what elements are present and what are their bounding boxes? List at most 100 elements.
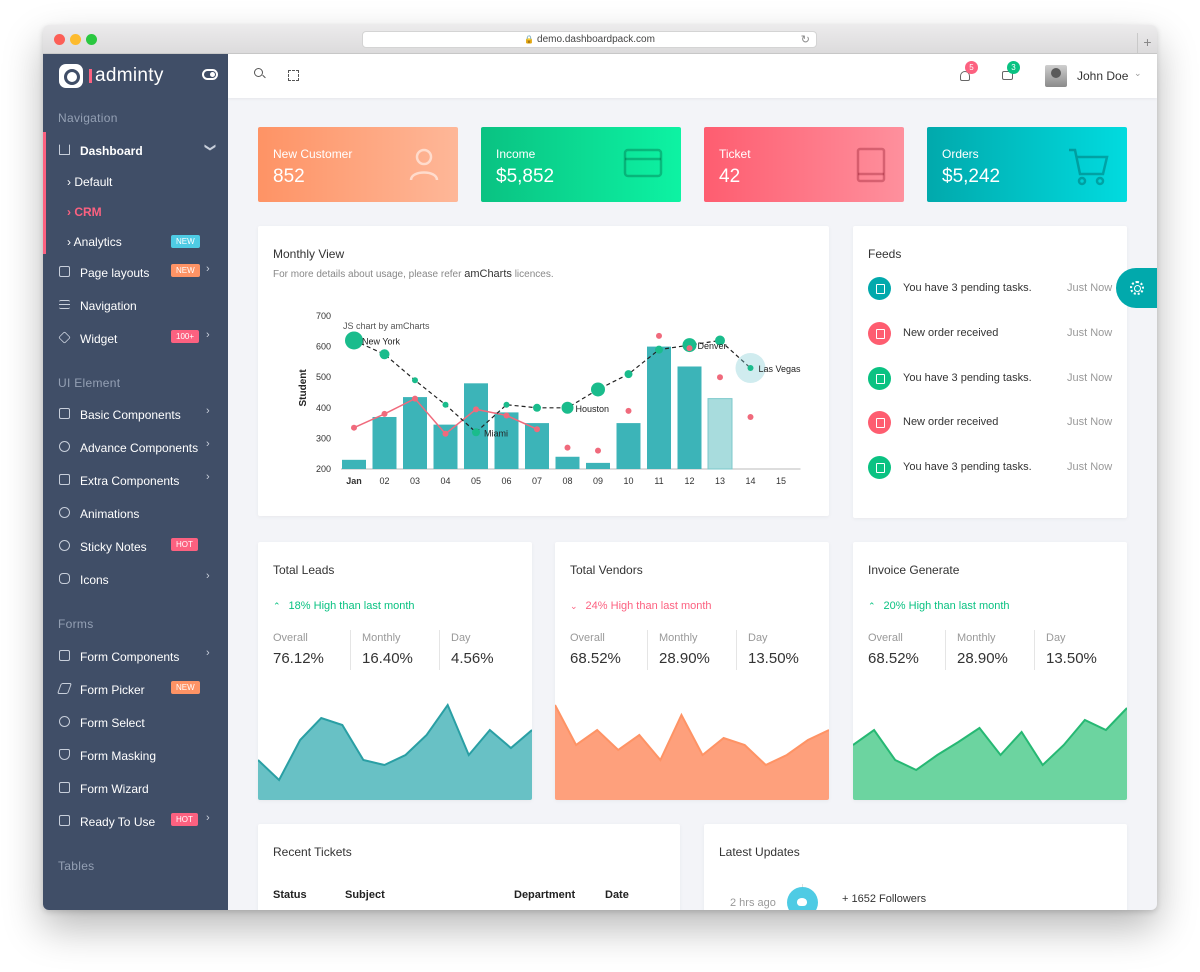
maximize-window-button[interactable] [86, 34, 97, 45]
metric-value: 68.52% [868, 650, 919, 667]
sidebar-item-sticky-notes[interactable]: Sticky Notes HOT [43, 532, 228, 562]
sidebar-item-label: Dashboard [80, 144, 143, 158]
sidebar-item-icons[interactable]: Icons › [43, 565, 228, 595]
sidebar-item-form-picker[interactable]: Form Picker NEW [43, 675, 228, 705]
feed-time: Just Now [1067, 416, 1113, 428]
reload-icon[interactable]: ↻ [800, 34, 810, 46]
stat-title: Ticket [719, 147, 751, 161]
x-tick-label: 03 [410, 476, 420, 486]
scatter-point [564, 444, 571, 451]
sidebar-item-form-select[interactable]: Form Select [43, 708, 228, 738]
feed-item[interactable]: New order received Just Now [868, 411, 1113, 437]
book-icon [856, 147, 886, 183]
bell-icon[interactable] [960, 71, 970, 81]
column-header-department[interactable]: Department [514, 889, 576, 901]
minimize-window-button[interactable] [70, 34, 81, 45]
sidebar-item-label: Advance Components [80, 441, 199, 455]
feed-text: You have 3 pending tasks. [903, 461, 1032, 473]
monthly-chart[interactable]: 200 300 400 500 600 700 Student JS chart by amC… [258, 226, 829, 516]
sidebar-item-form-wizard[interactable]: Form Wizard [43, 774, 228, 804]
feed-item[interactable]: New order received Just Now [868, 322, 1113, 348]
bar [677, 366, 702, 469]
column-header-status[interactable]: Status [273, 889, 307, 901]
column-header-date[interactable]: Date [605, 889, 629, 901]
chevron-right-icon: › [206, 329, 210, 341]
avatar[interactable] [1045, 65, 1067, 87]
new-badge: NEW [171, 264, 200, 277]
y-tick-label: 300 [316, 433, 331, 443]
close-window-button[interactable] [54, 34, 65, 45]
sidebar-subitem-crm[interactable]: › CRM [67, 205, 102, 219]
chevron-down-icon[interactable]: ⌄ [1134, 68, 1142, 78]
trend-text: 24% High than last month [585, 600, 712, 612]
sidebar-item-label: Form Components [80, 650, 180, 664]
sidebar-item-label: Form Select [80, 716, 145, 730]
metric-monthly: Monthly 16.40% [362, 632, 413, 667]
total-leads-card: Total Leads ⌃ 18% High than last month Ov… [258, 542, 532, 800]
update-time: 2 hrs ago [730, 897, 776, 909]
sidebar-item-label: Animations [80, 507, 140, 521]
sidebar-item-advance-components[interactable]: Advance Components › [43, 433, 228, 463]
new-tab-button[interactable]: + [1137, 33, 1157, 54]
address-bar[interactable]: 🔒 demo.dashboardpack.com ↻ [362, 31, 817, 48]
area-chart [555, 704, 829, 800]
scatter-point [625, 407, 632, 414]
dashed-point [472, 428, 480, 437]
sidebar-item-form-masking[interactable]: Form Masking [43, 741, 228, 771]
sidebar-item-basic-components[interactable]: Basic Components › [43, 400, 228, 430]
count-badge: 100+ [171, 330, 200, 343]
feed-time: Just Now [1067, 372, 1113, 384]
sidebar-subitem-analytics[interactable]: › Analytics NEW [67, 235, 227, 255]
sidebar-item-ready-to-use[interactable]: Ready To Use HOT › [43, 807, 228, 837]
gear-icon [1130, 281, 1144, 295]
menu-icon [59, 300, 70, 309]
amcharts-link[interactable]: amCharts [464, 268, 512, 280]
update-text[interactable]: + 1652 Followers [842, 893, 927, 905]
settings-button[interactable] [1116, 268, 1157, 308]
feed-item[interactable]: You have 3 pending tasks. Just Now [868, 277, 1113, 303]
x-tick-label: 08 [562, 476, 572, 486]
stat-card-income: Income $5,852 [481, 127, 681, 202]
feed-item[interactable]: You have 3 pending tasks. Just Now [868, 456, 1113, 482]
feeds-card: Feeds You have 3 pending tasks. Just Now… [853, 226, 1127, 518]
metric-day: Day 13.50% [1046, 632, 1097, 667]
x-tick-label: 09 [593, 476, 603, 486]
toggle-menu-icon[interactable] [202, 69, 218, 80]
sidebar-item-widget[interactable]: Widget 100+ › [43, 324, 228, 354]
column-header-subject[interactable]: Subject [345, 889, 385, 901]
line-point [442, 430, 449, 437]
line-point [473, 406, 479, 413]
search-icon[interactable] [254, 68, 263, 77]
sidebar-item-form-components[interactable]: Form Components › [43, 642, 228, 672]
package-icon [59, 474, 70, 485]
divider [439, 630, 440, 670]
chevron-down-icon: ❯ [204, 142, 217, 153]
feed-item[interactable]: You have 3 pending tasks. Just Now [868, 367, 1113, 393]
sidebar-item-dashboard[interactable]: Dashboard ❯ [43, 136, 228, 166]
bar [403, 397, 427, 469]
bar [616, 423, 641, 469]
feed-text: You have 3 pending tasks. [903, 372, 1032, 384]
section-ui-element: UI Element [58, 376, 121, 390]
chevron-right-icon: › [206, 471, 210, 483]
metric-label: Monthly [659, 632, 698, 644]
cart-icon [868, 411, 891, 434]
card-title: Invoice Generate [868, 563, 960, 577]
sidebar-item-page-layouts[interactable]: Page layouts NEW › [43, 258, 228, 288]
area-fill [853, 708, 1127, 800]
sidebar-subitem-default[interactable]: › Default [67, 175, 112, 189]
sidebar-item-label: Form Wizard [80, 782, 149, 796]
card-subtitle: For more details about usage, please ref… [273, 268, 554, 280]
sidebar-item-extra-components[interactable]: Extra Components › [43, 466, 228, 496]
metric-label: Overall [570, 632, 605, 644]
fullscreen-icon[interactable] [288, 70, 299, 81]
sidebar-item-animations[interactable]: Animations [43, 499, 228, 529]
user-name[interactable]: John Doe [1077, 69, 1129, 83]
brand[interactable]: adminty [43, 54, 228, 98]
area-fill [258, 705, 532, 800]
area-line [258, 702, 532, 782]
logo-divider [89, 69, 92, 83]
x-tick-label: 12 [684, 476, 694, 486]
subtitle-suffix: licences. [514, 269, 554, 280]
sidebar-item-navigation[interactable]: Navigation [43, 291, 228, 321]
